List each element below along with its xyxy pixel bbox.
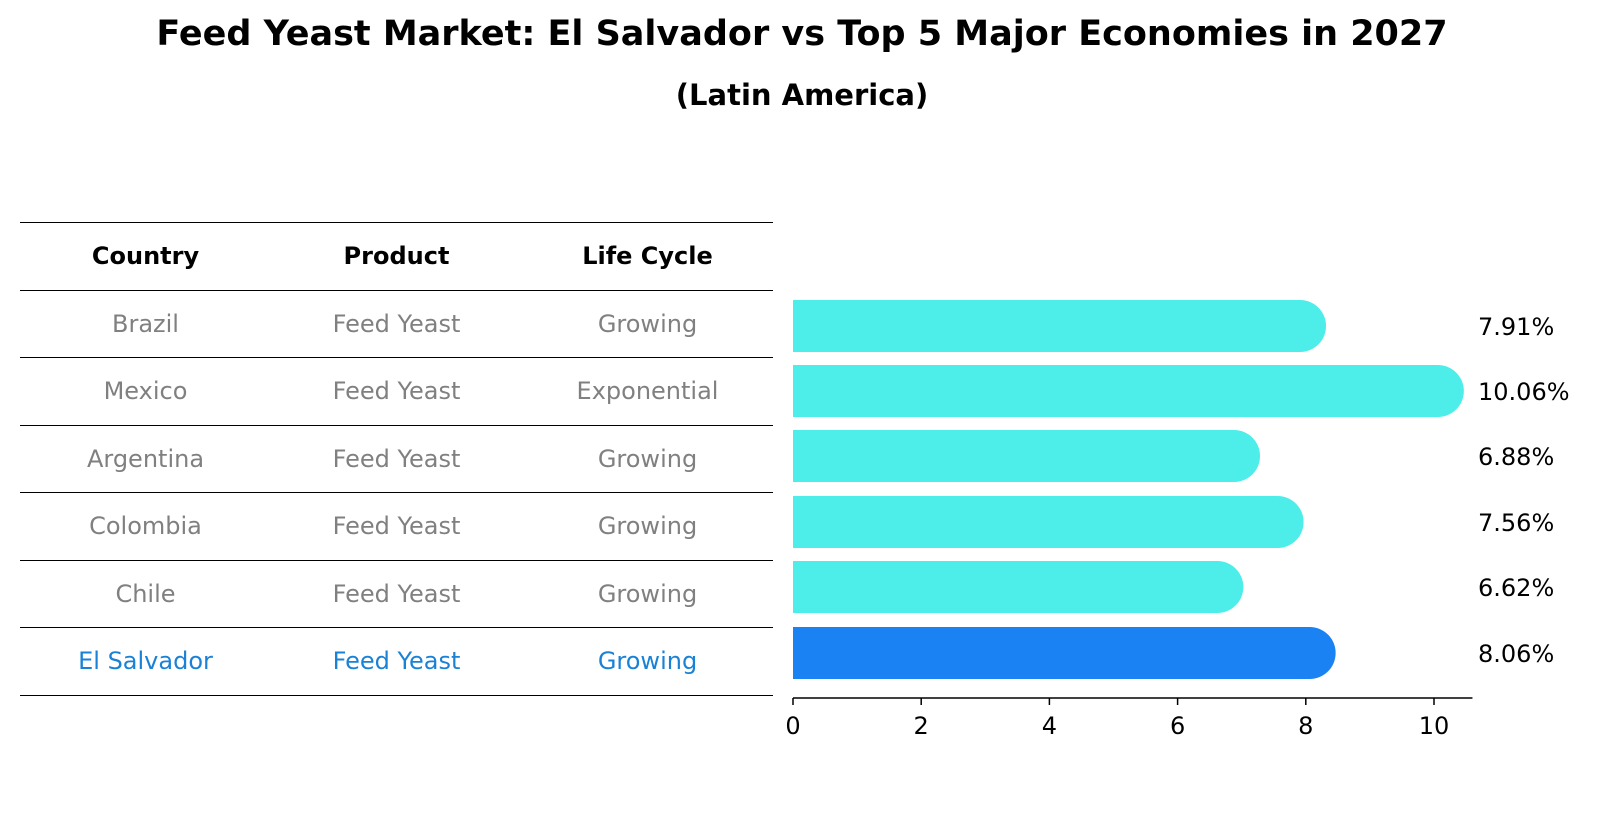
value-label: 8.06% — [1478, 640, 1554, 668]
x-tick-label: 2 — [914, 712, 929, 740]
header-country: Country — [91, 242, 200, 271]
product-cell: Feed Yeast — [332, 444, 461, 473]
table-row: Brazil Feed Yeast Growing — [20, 291, 773, 358]
bars-group — [793, 300, 1464, 679]
header-life-cycle: Life Cycle — [582, 242, 713, 271]
country-cell: Chile — [115, 579, 176, 608]
product-cell: Feed Yeast — [332, 377, 461, 406]
country-cell: Mexico — [103, 377, 188, 406]
product-cell: Feed Yeast — [332, 647, 461, 676]
table-row: Mexico Feed Yeast Exponential — [20, 358, 773, 426]
life-cycle-cell: Growing — [597, 309, 698, 338]
life-cycle-cell: Growing — [597, 444, 698, 473]
chart-title: Feed Yeast Market: El Salvador vs Top 5 … — [156, 14, 1448, 54]
bar-colombia — [793, 496, 1278, 548]
x-tick-label: 4 — [1042, 712, 1057, 740]
value-label: 7.91% — [1478, 313, 1554, 341]
bar-end-cap — [1208, 430, 1261, 482]
value-label: 7.56% — [1478, 509, 1554, 537]
table-row: Colombia Feed Yeast Growing — [20, 493, 773, 561]
x-tick-label: 8 — [1298, 712, 1313, 740]
bar-brazil — [793, 300, 1301, 352]
product-cell: Feed Yeast — [332, 512, 461, 541]
chart-subtitle: (Latin America) — [675, 78, 929, 112]
bar-el-salvador — [793, 627, 1310, 679]
bar-end-cap — [1283, 627, 1336, 679]
value-label: 6.62% — [1478, 574, 1554, 602]
country-cell: El Salvador — [78, 647, 213, 676]
life-cycle-cell: Growing — [597, 512, 698, 541]
life-cycle-cell: Growing — [597, 647, 698, 676]
bar-chile — [793, 561, 1218, 613]
x-axis: 0 2 4 6 8 10 — [785, 697, 1473, 740]
bar-end-cap — [1191, 561, 1244, 613]
bar-end-cap — [1251, 496, 1304, 548]
bar-mexico — [793, 365, 1438, 417]
value-labels-group: 7.91% 10.06% 6.88% 7.56% 6.62% 8.06% — [1478, 313, 1570, 668]
life-cycle-cell: Exponential — [576, 377, 719, 406]
x-tick-label: 6 — [1170, 712, 1185, 740]
data-table: Country Product Life Cycle Brazil Feed Y… — [20, 222, 773, 696]
header-product: Product — [343, 242, 450, 271]
life-cycle-cell: Growing — [597, 579, 698, 608]
product-cell: Feed Yeast — [332, 309, 461, 338]
x-tick-label: 0 — [785, 712, 800, 740]
table-row-highlighted: El Salvador Feed Yeast Growing — [20, 628, 773, 696]
country-cell: Argentina — [86, 444, 205, 473]
value-label: 6.88% — [1478, 443, 1554, 471]
country-cell: Brazil — [112, 309, 179, 338]
product-cell: Feed Yeast — [332, 579, 461, 608]
table-row: Chile Feed Yeast Growing — [20, 561, 773, 628]
bar-end-cap — [1411, 365, 1464, 417]
bar-argentina — [793, 430, 1235, 482]
table-header-row: Country Product Life Cycle — [20, 222, 773, 291]
table-row: Argentina Feed Yeast Growing — [20, 426, 773, 493]
bar-end-cap — [1274, 300, 1327, 352]
value-label: 10.06% — [1478, 378, 1570, 406]
country-cell: Colombia — [89, 512, 202, 541]
x-tick-label: 10 — [1419, 712, 1450, 740]
